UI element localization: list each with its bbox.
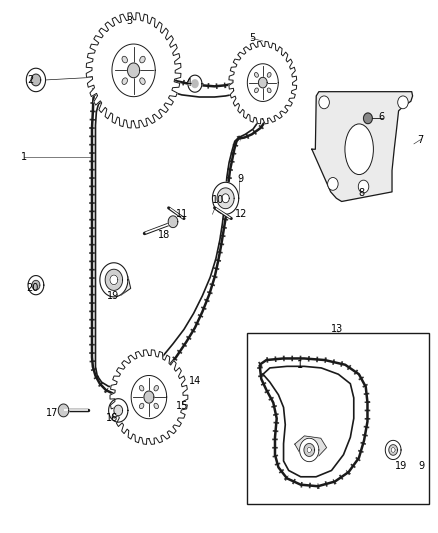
- Ellipse shape: [154, 403, 159, 409]
- Ellipse shape: [139, 385, 144, 391]
- Text: 7: 7: [417, 135, 424, 144]
- Polygon shape: [131, 375, 167, 419]
- Polygon shape: [144, 391, 154, 403]
- Polygon shape: [391, 448, 395, 453]
- Text: 19: 19: [395, 462, 407, 471]
- Polygon shape: [385, 440, 401, 459]
- Polygon shape: [86, 13, 181, 128]
- Text: 6: 6: [379, 112, 385, 122]
- Text: 17: 17: [46, 408, 58, 418]
- Circle shape: [319, 96, 329, 109]
- Polygon shape: [32, 280, 40, 290]
- Polygon shape: [92, 68, 269, 395]
- Text: 11: 11: [176, 209, 188, 219]
- Ellipse shape: [139, 403, 144, 409]
- Text: 16: 16: [106, 414, 118, 423]
- Text: 1: 1: [21, 152, 27, 162]
- Ellipse shape: [254, 72, 258, 77]
- Ellipse shape: [140, 78, 145, 84]
- Text: 9: 9: [237, 174, 243, 183]
- Polygon shape: [212, 182, 239, 214]
- Polygon shape: [312, 92, 413, 201]
- Polygon shape: [247, 64, 278, 101]
- Polygon shape: [217, 188, 234, 208]
- Ellipse shape: [122, 78, 127, 84]
- Ellipse shape: [254, 88, 258, 93]
- Text: 9: 9: [418, 462, 424, 471]
- Circle shape: [358, 180, 369, 193]
- Polygon shape: [307, 447, 311, 453]
- Text: 10: 10: [212, 195, 224, 205]
- Polygon shape: [258, 77, 267, 88]
- Text: 12: 12: [235, 209, 247, 219]
- Polygon shape: [102, 271, 131, 295]
- Ellipse shape: [122, 56, 127, 63]
- Text: 18: 18: [158, 230, 170, 239]
- Circle shape: [398, 96, 408, 109]
- Ellipse shape: [140, 56, 145, 63]
- Polygon shape: [192, 80, 198, 87]
- Text: 19: 19: [107, 291, 119, 301]
- Polygon shape: [114, 405, 123, 416]
- Polygon shape: [295, 436, 327, 456]
- Ellipse shape: [154, 385, 159, 391]
- Polygon shape: [109, 399, 128, 422]
- Circle shape: [328, 177, 338, 190]
- Text: 20: 20: [27, 283, 39, 293]
- Polygon shape: [364, 113, 372, 124]
- Polygon shape: [260, 359, 367, 486]
- Polygon shape: [188, 75, 202, 92]
- Polygon shape: [389, 445, 398, 455]
- Polygon shape: [110, 275, 118, 285]
- Polygon shape: [31, 74, 41, 86]
- Text: 4: 4: [185, 78, 191, 87]
- Text: 3: 3: [126, 17, 132, 26]
- Polygon shape: [229, 42, 297, 124]
- Text: 1: 1: [297, 360, 303, 370]
- Polygon shape: [168, 216, 178, 228]
- Polygon shape: [300, 438, 319, 462]
- Polygon shape: [127, 63, 140, 78]
- Text: 13: 13: [331, 325, 343, 334]
- Text: 2: 2: [28, 75, 34, 85]
- Ellipse shape: [267, 88, 271, 93]
- Polygon shape: [100, 263, 128, 297]
- Polygon shape: [58, 404, 69, 417]
- Ellipse shape: [345, 124, 373, 175]
- Text: 5: 5: [249, 34, 255, 43]
- Ellipse shape: [267, 72, 271, 77]
- Polygon shape: [304, 443, 314, 456]
- Polygon shape: [112, 44, 155, 96]
- Polygon shape: [105, 269, 123, 290]
- Text: 15: 15: [176, 401, 188, 411]
- Polygon shape: [26, 68, 46, 92]
- Bar: [247, 333, 429, 504]
- Polygon shape: [28, 276, 44, 295]
- Polygon shape: [222, 194, 229, 203]
- Polygon shape: [110, 350, 188, 445]
- Text: 8: 8: [358, 188, 364, 198]
- Text: 14: 14: [189, 376, 201, 386]
